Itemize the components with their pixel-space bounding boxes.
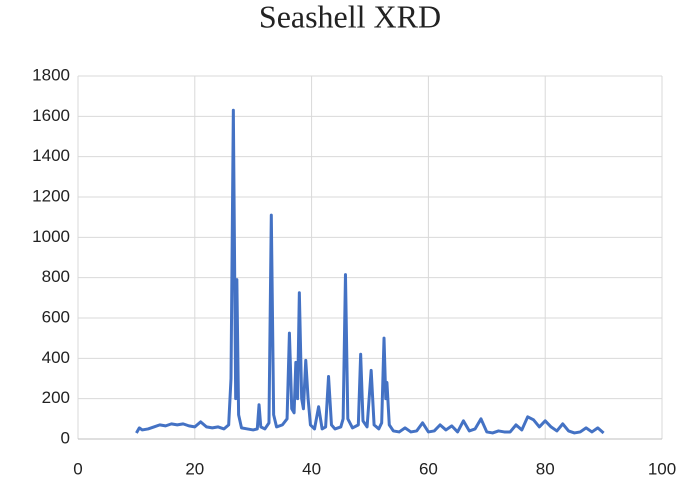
x-tick-label: 100	[648, 459, 676, 478]
x-tick-label: 60	[419, 459, 438, 478]
x-tick-label: 40	[302, 459, 321, 478]
y-tick-label: 200	[42, 388, 70, 407]
chart-title: Seashell XRD	[259, 0, 441, 34]
y-tick-label: 1600	[32, 106, 70, 125]
y-tick-label: 1000	[32, 227, 70, 246]
data-line	[135, 108, 605, 435]
y-tick-label: 600	[42, 307, 70, 326]
y-tick-label: 400	[42, 348, 70, 367]
y-tick-label: 1800	[32, 65, 70, 84]
y-tick-label: 800	[42, 267, 70, 286]
y-tick-label: 0	[61, 428, 70, 447]
y-tick-label: 1200	[32, 186, 70, 205]
x-tick-label: 80	[536, 459, 555, 478]
x-tick-label: 20	[185, 459, 204, 478]
x-tick-label: 0	[73, 459, 82, 478]
y-tick-label: 1400	[32, 146, 70, 165]
